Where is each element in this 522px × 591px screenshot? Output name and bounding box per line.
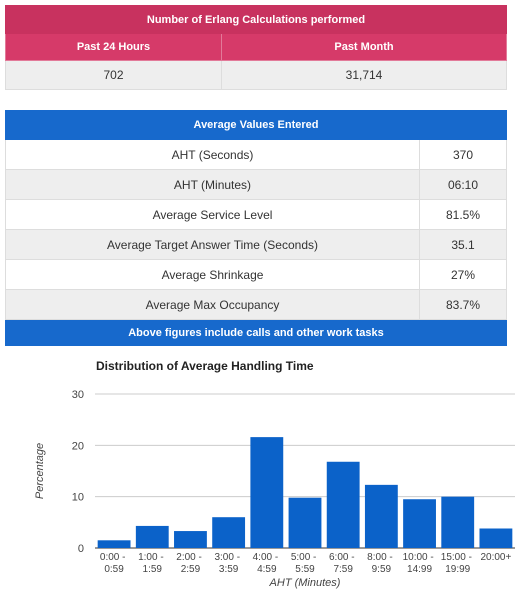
x-tick-label: 1:00 - 1:59: [138, 552, 166, 575]
bar: [174, 531, 207, 548]
table-footer-row: Above figures include calls and other wo…: [5, 319, 507, 346]
cell: 83.7%: [419, 289, 507, 320]
bar: [326, 461, 360, 548]
table-row: AHT (Minutes) 06:10: [5, 169, 507, 200]
y-axis-label: Percentage: [34, 443, 46, 499]
cell: 81.5%: [419, 199, 507, 230]
y-tick-label: 10: [72, 492, 84, 504]
bar: [250, 437, 284, 548]
x-tick-label: 8:00 - 9:59: [367, 552, 395, 575]
erlang-table: Number of Erlang Calculations performed …: [5, 5, 507, 90]
bar: [479, 528, 513, 548]
x-tick-label: 2:00 - 2:59: [176, 552, 204, 575]
x-tick-label: 5:00 - 5:59: [291, 552, 319, 575]
table-row: Average Service Level 81.5%: [5, 199, 507, 230]
cell: Average Service Level: [5, 199, 420, 230]
table-footer: Above figures include calls and other wo…: [5, 319, 507, 346]
x-tick-label: 20:00+: [480, 552, 511, 563]
chart-title: Distribution of Average Handling Time: [96, 359, 314, 373]
x-tick-label: 0:00 - 0:59: [100, 552, 128, 575]
bar: [441, 496, 475, 548]
table-row: AHT (Seconds) 370: [5, 139, 507, 170]
cell: 27%: [419, 259, 507, 290]
table-row: Average Shrinkage 27%: [5, 259, 507, 290]
y-tick-label: 20: [72, 440, 84, 452]
x-tick-label: 15:00 - 19:99: [441, 552, 475, 575]
bar: [97, 540, 131, 548]
table-title: Average Values Entered: [5, 110, 507, 140]
averages-table: Average Values Entered AHT (Seconds) 370 A…: [5, 110, 507, 346]
x-tick-label: 6:00 - 7:59: [329, 552, 357, 575]
bar: [403, 499, 436, 548]
cell: Average Max Occupancy: [5, 289, 420, 320]
x-tick-label: 10:00 - 14:99: [403, 552, 437, 575]
table-row: Average Max Occupancy 83.7%: [5, 289, 507, 320]
cell: 31,714: [221, 60, 507, 90]
column-header: Past 24 Hours: [5, 33, 222, 61]
bar: [364, 484, 398, 548]
x-tick-label: 3:00 - 3:59: [214, 552, 242, 575]
cell: Average Shrinkage: [5, 259, 420, 290]
bar: [288, 497, 322, 548]
bar: [212, 517, 246, 548]
y-tick-label: 0: [78, 543, 84, 555]
cell: Average Target Answer Time (Seconds): [5, 229, 420, 260]
table-row: Average Target Answer Time (Seconds) 35.1: [5, 229, 507, 260]
column-header: Past Month: [221, 33, 507, 61]
y-tick-label: 30: [72, 389, 84, 401]
table-title: Number of Erlang Calculations performed: [5, 5, 507, 34]
x-axis-label: AHT (Minutes): [269, 577, 341, 589]
cell: 702: [5, 60, 222, 90]
cell: 370: [419, 139, 507, 170]
cell: AHT (Seconds): [5, 139, 420, 170]
bar: [135, 525, 169, 548]
x-tick-label: 4:00 - 4:59: [253, 552, 281, 575]
cell: 06:10: [419, 169, 507, 200]
chart: Distribution of Average Handling Time AH…: [34, 359, 515, 589]
cell: AHT (Minutes): [5, 169, 420, 200]
cell: 35.1: [419, 229, 507, 260]
